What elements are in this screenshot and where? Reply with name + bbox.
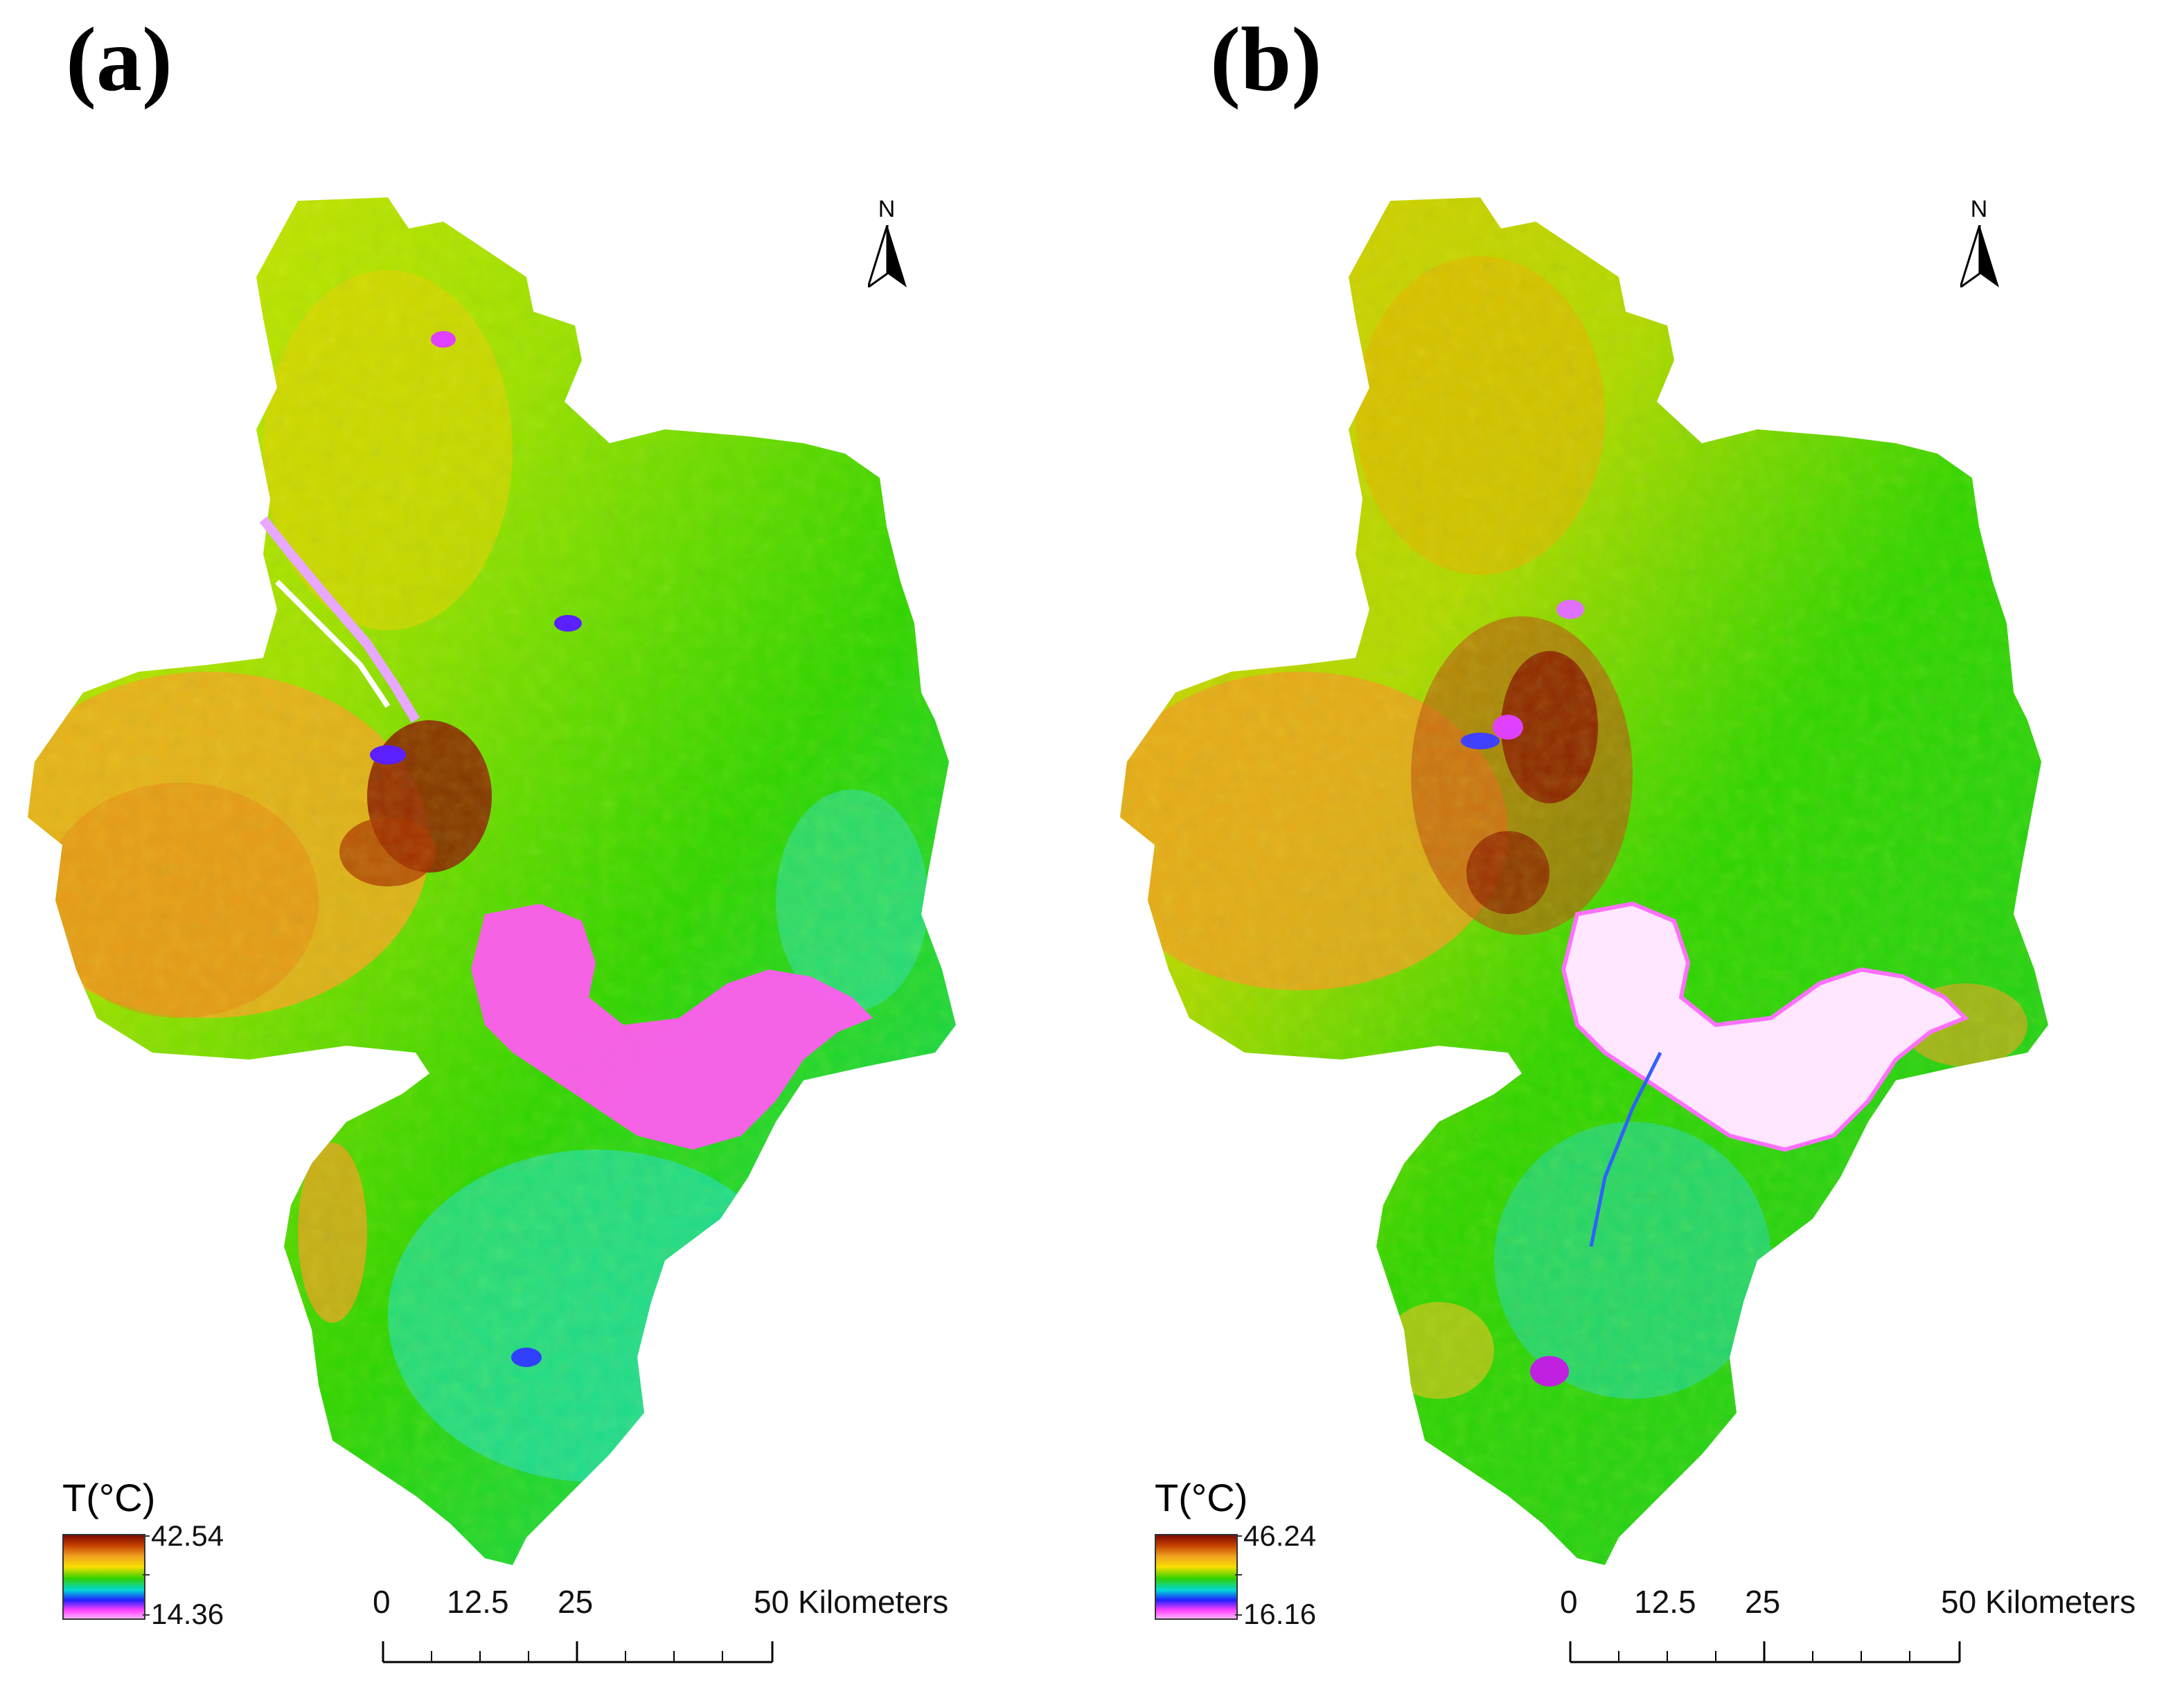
lst-map bbox=[1120, 197, 2048, 1565]
legend-color-ramp bbox=[62, 1534, 145, 1620]
scale-label-50: 50 Kilometers bbox=[1941, 1584, 2136, 1620]
panel-label: (a) bbox=[66, 8, 172, 110]
river-west bbox=[259, 516, 420, 723]
north-arrow: N bbox=[855, 197, 918, 294]
legend-min-value: 16.16 bbox=[1243, 1598, 1317, 1630]
legend-title: T(°C) bbox=[62, 1476, 156, 1519]
north-arrow: N bbox=[1948, 197, 2010, 294]
panel-a: (a) bbox=[28, 8, 956, 1663]
scale-label-0: 0 bbox=[1560, 1584, 1578, 1620]
scale-bar bbox=[1569, 1641, 1961, 1663]
scale-label-12-5: 12.5 bbox=[447, 1584, 509, 1620]
north-label: N bbox=[878, 196, 896, 222]
lake bbox=[471, 904, 873, 1150]
legend-color-ramp bbox=[1155, 1534, 1238, 1620]
legend-max-value: 46.24 bbox=[1243, 1519, 1317, 1552]
scale-label-0: 0 bbox=[373, 1584, 391, 1620]
scale-bar bbox=[382, 1641, 774, 1663]
scale-label-25: 25 bbox=[558, 1584, 594, 1620]
lake bbox=[1561, 901, 1969, 1152]
legend-title: T(°C) bbox=[1155, 1476, 1248, 1519]
scale-label-25: 25 bbox=[1745, 1584, 1781, 1620]
legend-max-value: 42.54 bbox=[151, 1519, 224, 1552]
panel-label: (b) bbox=[1210, 8, 1322, 110]
scale-label-12-5: 12.5 bbox=[1634, 1584, 1696, 1620]
north-arrow-icon bbox=[1960, 225, 1999, 287]
panel-b: (b) bbox=[1092, 0, 2184, 1696]
legend-min-value: 14.36 bbox=[151, 1598, 224, 1630]
north-arrow-icon bbox=[868, 225, 907, 287]
scale-label-50: 50 Kilometers bbox=[754, 1584, 949, 1620]
north-label: N bbox=[1970, 196, 1988, 222]
lst-map bbox=[28, 197, 956, 1565]
